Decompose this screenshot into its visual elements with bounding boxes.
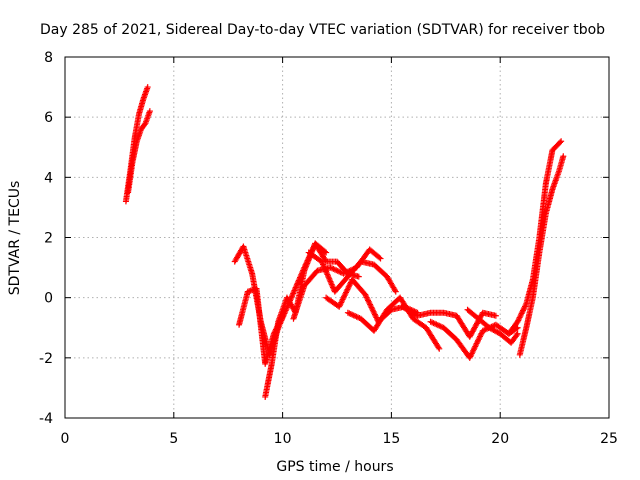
data-point (355, 273, 362, 280)
data-point (557, 139, 564, 146)
data-point (146, 108, 153, 115)
x-axis-label: GPS time / hours (276, 459, 393, 475)
data-point (522, 302, 529, 309)
plot-frame (64, 56, 610, 419)
data-point (558, 138, 565, 145)
data-point (514, 330, 521, 337)
y-tick-label: 4 (44, 170, 53, 186)
data-point (514, 318, 521, 325)
data-point (436, 345, 443, 352)
series-5 (262, 240, 330, 400)
series-11 (399, 303, 499, 340)
x-tick-label: 20 (491, 431, 509, 447)
grid (65, 57, 609, 418)
data-point (321, 248, 328, 255)
data-point (435, 344, 442, 351)
y-axis-label: SDTVAR / TECUs (7, 181, 23, 296)
data-points (122, 84, 567, 400)
data-point (376, 254, 383, 261)
data-point (560, 153, 567, 160)
y-tick-label: 2 (44, 231, 53, 247)
data-point (144, 84, 151, 91)
chart-title: Day 285 of 2021, Sidereal Day-to-day VTE… (40, 22, 605, 38)
data-point (391, 287, 398, 294)
y-tick-label: 6 (44, 110, 53, 126)
y-tick-label: 8 (44, 50, 53, 66)
x-tick-label: 25 (600, 431, 618, 447)
series-7 (290, 246, 384, 322)
y-tick-label: 0 (44, 291, 53, 307)
data-point (521, 303, 528, 310)
series-10 (344, 294, 443, 352)
data-point (520, 306, 527, 313)
x-tick-label: 15 (382, 431, 400, 447)
series-14 (505, 138, 565, 337)
x-tick-label: 10 (274, 431, 292, 447)
data-point (521, 304, 528, 311)
y-tick-label: -2 (39, 351, 53, 367)
x-tick-label: 0 (61, 431, 70, 447)
data-point (517, 313, 524, 320)
data-point (517, 311, 524, 318)
series-13 (464, 306, 521, 346)
data-point (515, 315, 522, 322)
data-point (519, 307, 526, 314)
x-tick-label: 5 (169, 431, 178, 447)
series-9 (323, 276, 421, 325)
data-point (515, 317, 522, 324)
data-point (392, 288, 399, 295)
data-point (377, 255, 384, 262)
tick-labels: 0 5 10 15 20 25 -4 -2 0 2 4 6 8 (39, 50, 618, 447)
series-8 (305, 249, 399, 295)
data-point (323, 249, 330, 256)
y-tick-label: -4 (39, 411, 53, 427)
data-point (513, 332, 520, 339)
data-point (519, 309, 526, 316)
series-2 (125, 108, 153, 196)
data-point (492, 312, 499, 319)
data-point (518, 310, 525, 317)
series-6 (275, 240, 362, 331)
data-point (516, 314, 523, 321)
series-15 (516, 153, 567, 358)
